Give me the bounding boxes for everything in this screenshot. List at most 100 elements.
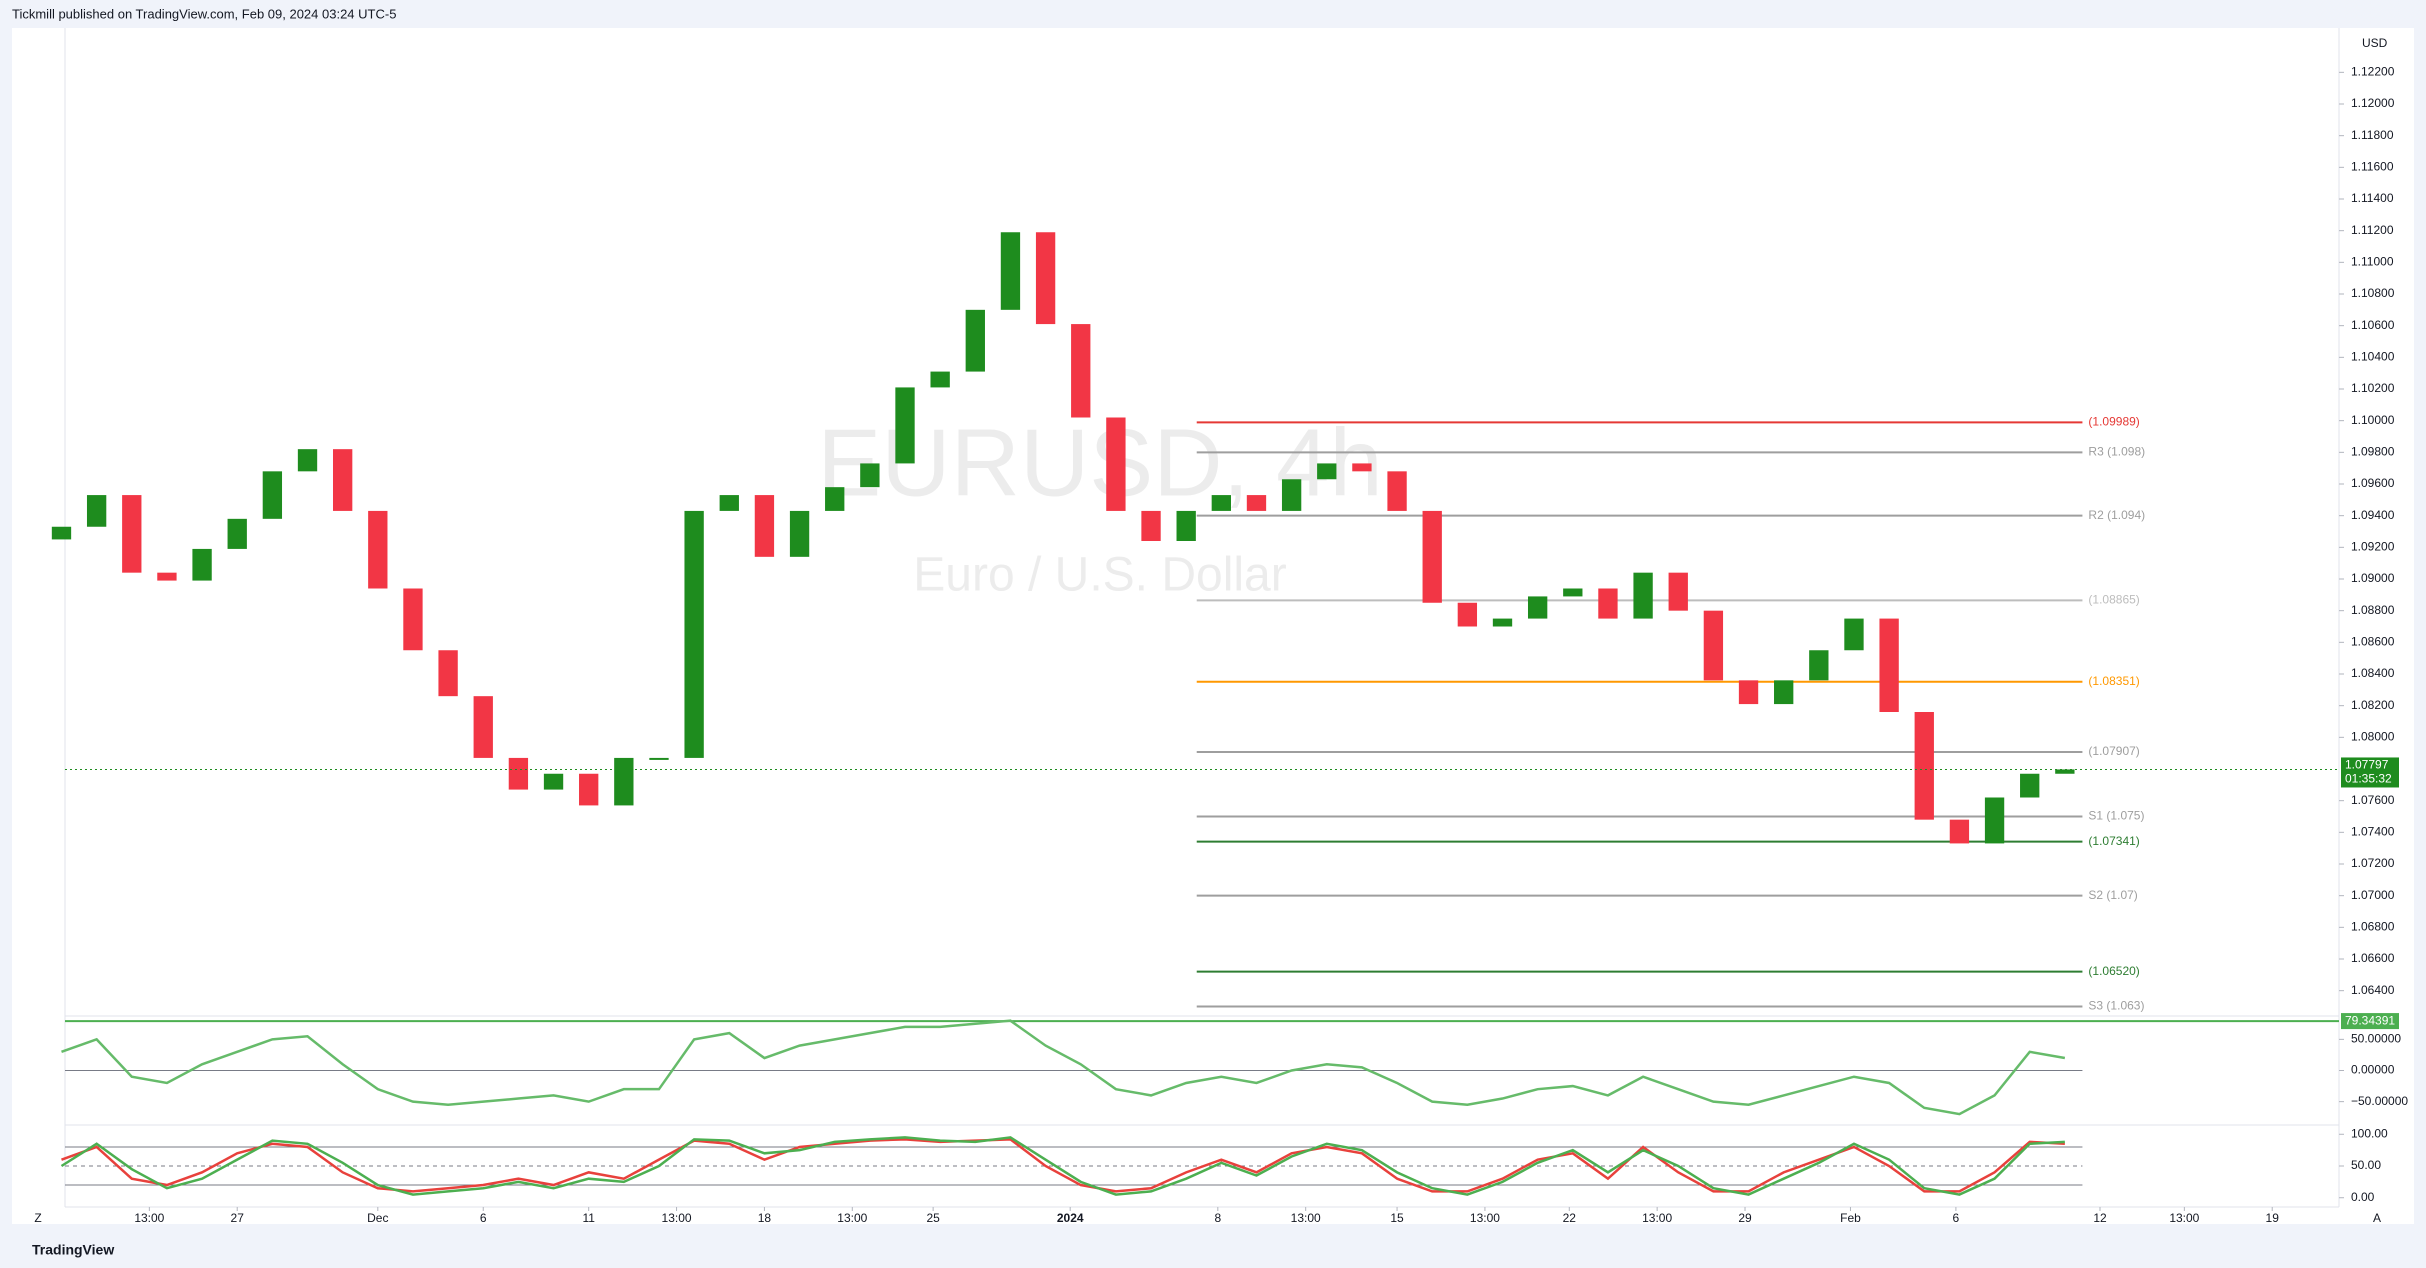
y-tick-label: 1.10200 bbox=[2351, 381, 2395, 395]
candle bbox=[1422, 510, 1442, 603]
candle bbox=[332, 449, 353, 511]
y-tick-label: 1.07400 bbox=[2351, 825, 2395, 839]
candle bbox=[649, 757, 669, 760]
candle bbox=[1317, 463, 1337, 480]
y-tick-label: 50.00000 bbox=[2351, 1032, 2401, 1046]
candle bbox=[579, 773, 599, 806]
candle bbox=[2020, 773, 2040, 798]
y-tick-label: 1.09600 bbox=[2351, 476, 2395, 490]
y-tick-label: 1.10400 bbox=[2351, 350, 2395, 364]
level-label: (1.06520) bbox=[2088, 964, 2139, 978]
candle bbox=[789, 510, 810, 557]
last-price-label: 1.07797 bbox=[2345, 758, 2389, 772]
y-tick-label: 1.11600 bbox=[2351, 160, 2394, 174]
watermark-subtitle: Euro / U.S. Dollar bbox=[913, 549, 1286, 602]
level-label: (1.07341) bbox=[2088, 834, 2139, 848]
countdown: 01:35:32 bbox=[2345, 772, 2392, 786]
x-tick-label: 13:00 bbox=[2169, 1211, 2199, 1225]
x-tick-label: Feb bbox=[1840, 1211, 1861, 1225]
candle bbox=[684, 510, 704, 758]
candle bbox=[438, 650, 458, 697]
brand: TradingView bbox=[32, 1242, 114, 1258]
y-tick-label: 1.08200 bbox=[2351, 698, 2395, 712]
marker-label: 79.34391 bbox=[2345, 1013, 2395, 1027]
level-label: S1 (1.075) bbox=[2088, 809, 2144, 823]
candle bbox=[1281, 479, 1302, 511]
y-tick-label: 1.11400 bbox=[2351, 191, 2394, 205]
y-tick-label: 100.00 bbox=[2351, 1126, 2388, 1140]
candle bbox=[1352, 463, 1372, 472]
y-tick-label: 1.08000 bbox=[2351, 730, 2395, 744]
candle bbox=[754, 495, 775, 557]
candle bbox=[403, 588, 423, 651]
level-label: (1.08351) bbox=[2088, 674, 2139, 688]
publisher: Tickmill published on TradingView.com, F… bbox=[12, 6, 396, 21]
x-tick-label: 13:00 bbox=[1291, 1211, 1321, 1225]
candle bbox=[1879, 618, 1899, 712]
level-label: S3 (1.063) bbox=[2088, 999, 2144, 1013]
y-tick-label: 50.00 bbox=[2351, 1158, 2381, 1172]
candle bbox=[1000, 232, 1021, 310]
chart-area bbox=[12, 28, 2414, 1224]
x-tick-label: 13:00 bbox=[134, 1211, 164, 1225]
x-tick-label: 11 bbox=[582, 1211, 595, 1225]
candle bbox=[1633, 572, 1653, 619]
y-tick-label: 1.08800 bbox=[2351, 603, 2395, 617]
scale-button[interactable]: Z bbox=[34, 1211, 41, 1225]
auto-button[interactable]: A bbox=[2373, 1211, 2381, 1225]
candle bbox=[1071, 324, 1091, 418]
y-tick-label: 1.09400 bbox=[2351, 508, 2395, 522]
y-tick-label: −50.00000 bbox=[2351, 1094, 2408, 1108]
y-tick-label: 1.09200 bbox=[2351, 540, 2395, 554]
candle bbox=[1211, 495, 1231, 511]
candle bbox=[1984, 797, 2005, 844]
level-label: (1.08865) bbox=[2088, 593, 2139, 607]
y-tick-label: 1.08600 bbox=[2351, 635, 2395, 649]
candle bbox=[1176, 510, 1196, 541]
candle bbox=[297, 449, 318, 472]
y-tick-label: 1.11000 bbox=[2351, 255, 2394, 269]
y-tick-label: 1.11200 bbox=[2351, 223, 2394, 237]
y-tick-label: 1.06600 bbox=[2351, 951, 2395, 965]
level-label: (1.07907) bbox=[2088, 744, 2139, 758]
x-tick-label: 25 bbox=[926, 1211, 940, 1225]
candle bbox=[1774, 680, 1794, 705]
candle bbox=[930, 371, 950, 388]
y-tick-label: 1.12000 bbox=[2351, 96, 2395, 110]
candle bbox=[543, 773, 564, 790]
x-tick-label: 6 bbox=[480, 1211, 487, 1225]
last-price-box bbox=[2341, 757, 2399, 788]
candle bbox=[86, 495, 107, 527]
candle bbox=[473, 696, 493, 758]
candle bbox=[192, 548, 212, 581]
y-tick-label: 1.06400 bbox=[2351, 983, 2395, 997]
indicator-line bbox=[60, 1136, 2065, 1196]
candle bbox=[51, 526, 72, 540]
y-tick-label: 1.07200 bbox=[2351, 856, 2395, 870]
x-tick-label: 29 bbox=[1738, 1211, 1752, 1225]
candle bbox=[227, 518, 247, 549]
candle bbox=[1035, 232, 1056, 325]
candle bbox=[860, 463, 880, 488]
x-tick-label: 2024 bbox=[1057, 1211, 1084, 1225]
candle bbox=[1668, 572, 1688, 611]
candle bbox=[1492, 618, 1513, 627]
candle bbox=[1246, 495, 1267, 511]
y-tick-label: 1.10600 bbox=[2351, 318, 2395, 332]
candle bbox=[1141, 510, 1161, 541]
candle bbox=[262, 471, 283, 519]
currency: USD bbox=[2362, 36, 2388, 50]
candle bbox=[965, 309, 985, 372]
candle bbox=[825, 487, 845, 511]
candle bbox=[1563, 588, 1583, 597]
y-tick-label: 1.12200 bbox=[2351, 65, 2395, 79]
level-label: (1.09989) bbox=[2088, 415, 2139, 429]
y-tick-label: 1.10800 bbox=[2351, 286, 2395, 300]
candle bbox=[895, 387, 915, 464]
candle bbox=[2055, 769, 2075, 774]
y-tick-label: 1.07600 bbox=[2351, 793, 2395, 807]
y-tick-label: 1.06800 bbox=[2351, 920, 2395, 934]
candle bbox=[1106, 417, 1126, 511]
